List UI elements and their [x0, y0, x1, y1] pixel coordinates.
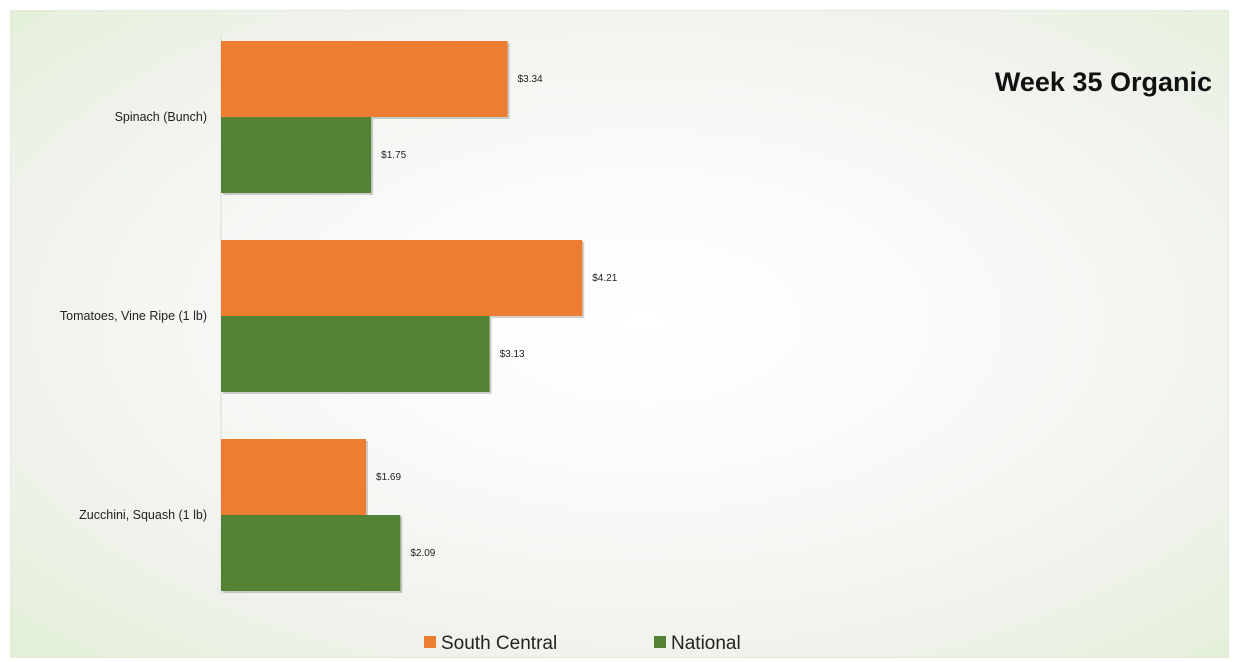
value-label-south-central-zucchini-squash-1-lb: $1.69	[376, 472, 401, 483]
value-label-national-spinach-bunch: $1.75	[381, 150, 406, 161]
bar-south-central-tomatoes-vine-ripe-1-lb	[221, 240, 583, 316]
chart-title: Week 35 Organic	[995, 67, 1212, 97]
labels-layer: Spinach (Bunch) $3.34 $1.75 Tomatoes, Vine …	[60, 74, 618, 559]
value-label-national-tomatoes-vine-ripe-1-lb: $3.13	[500, 349, 525, 360]
bar-national-tomatoes-vine-ripe-1-lb	[221, 316, 490, 392]
bars-layer	[220, 37, 585, 595]
bar-national-zucchini-squash-1-lb	[221, 515, 401, 591]
category-label-spinach-bunch: Spinach (Bunch)	[115, 110, 207, 124]
category-label-tomatoes-vine-ripe-1-lb: Tomatoes, Vine Ripe (1 lb)	[60, 309, 207, 323]
category-label-zucchini-squash-1-lb: Zucchini, Squash (1 lb)	[79, 508, 207, 522]
legend-swatch-south-central	[424, 636, 436, 648]
legend-label-national: National	[671, 633, 741, 654]
bar-south-central-zucchini-squash-1-lb	[221, 439, 367, 515]
legend-label-south-central: South Central	[441, 633, 557, 654]
legend-swatch-national	[654, 636, 666, 648]
value-label-south-central-spinach-bunch: $3.34	[518, 74, 543, 85]
bar-south-central-spinach-bunch	[221, 41, 508, 117]
value-label-national-zucchini-squash-1-lb: $2.09	[410, 548, 435, 559]
value-label-south-central-tomatoes-vine-ripe-1-lb: $4.21	[592, 273, 617, 284]
bar-national-spinach-bunch	[221, 117, 372, 193]
legend: South Central National	[424, 633, 741, 654]
chart-area	[10, 10, 1229, 658]
